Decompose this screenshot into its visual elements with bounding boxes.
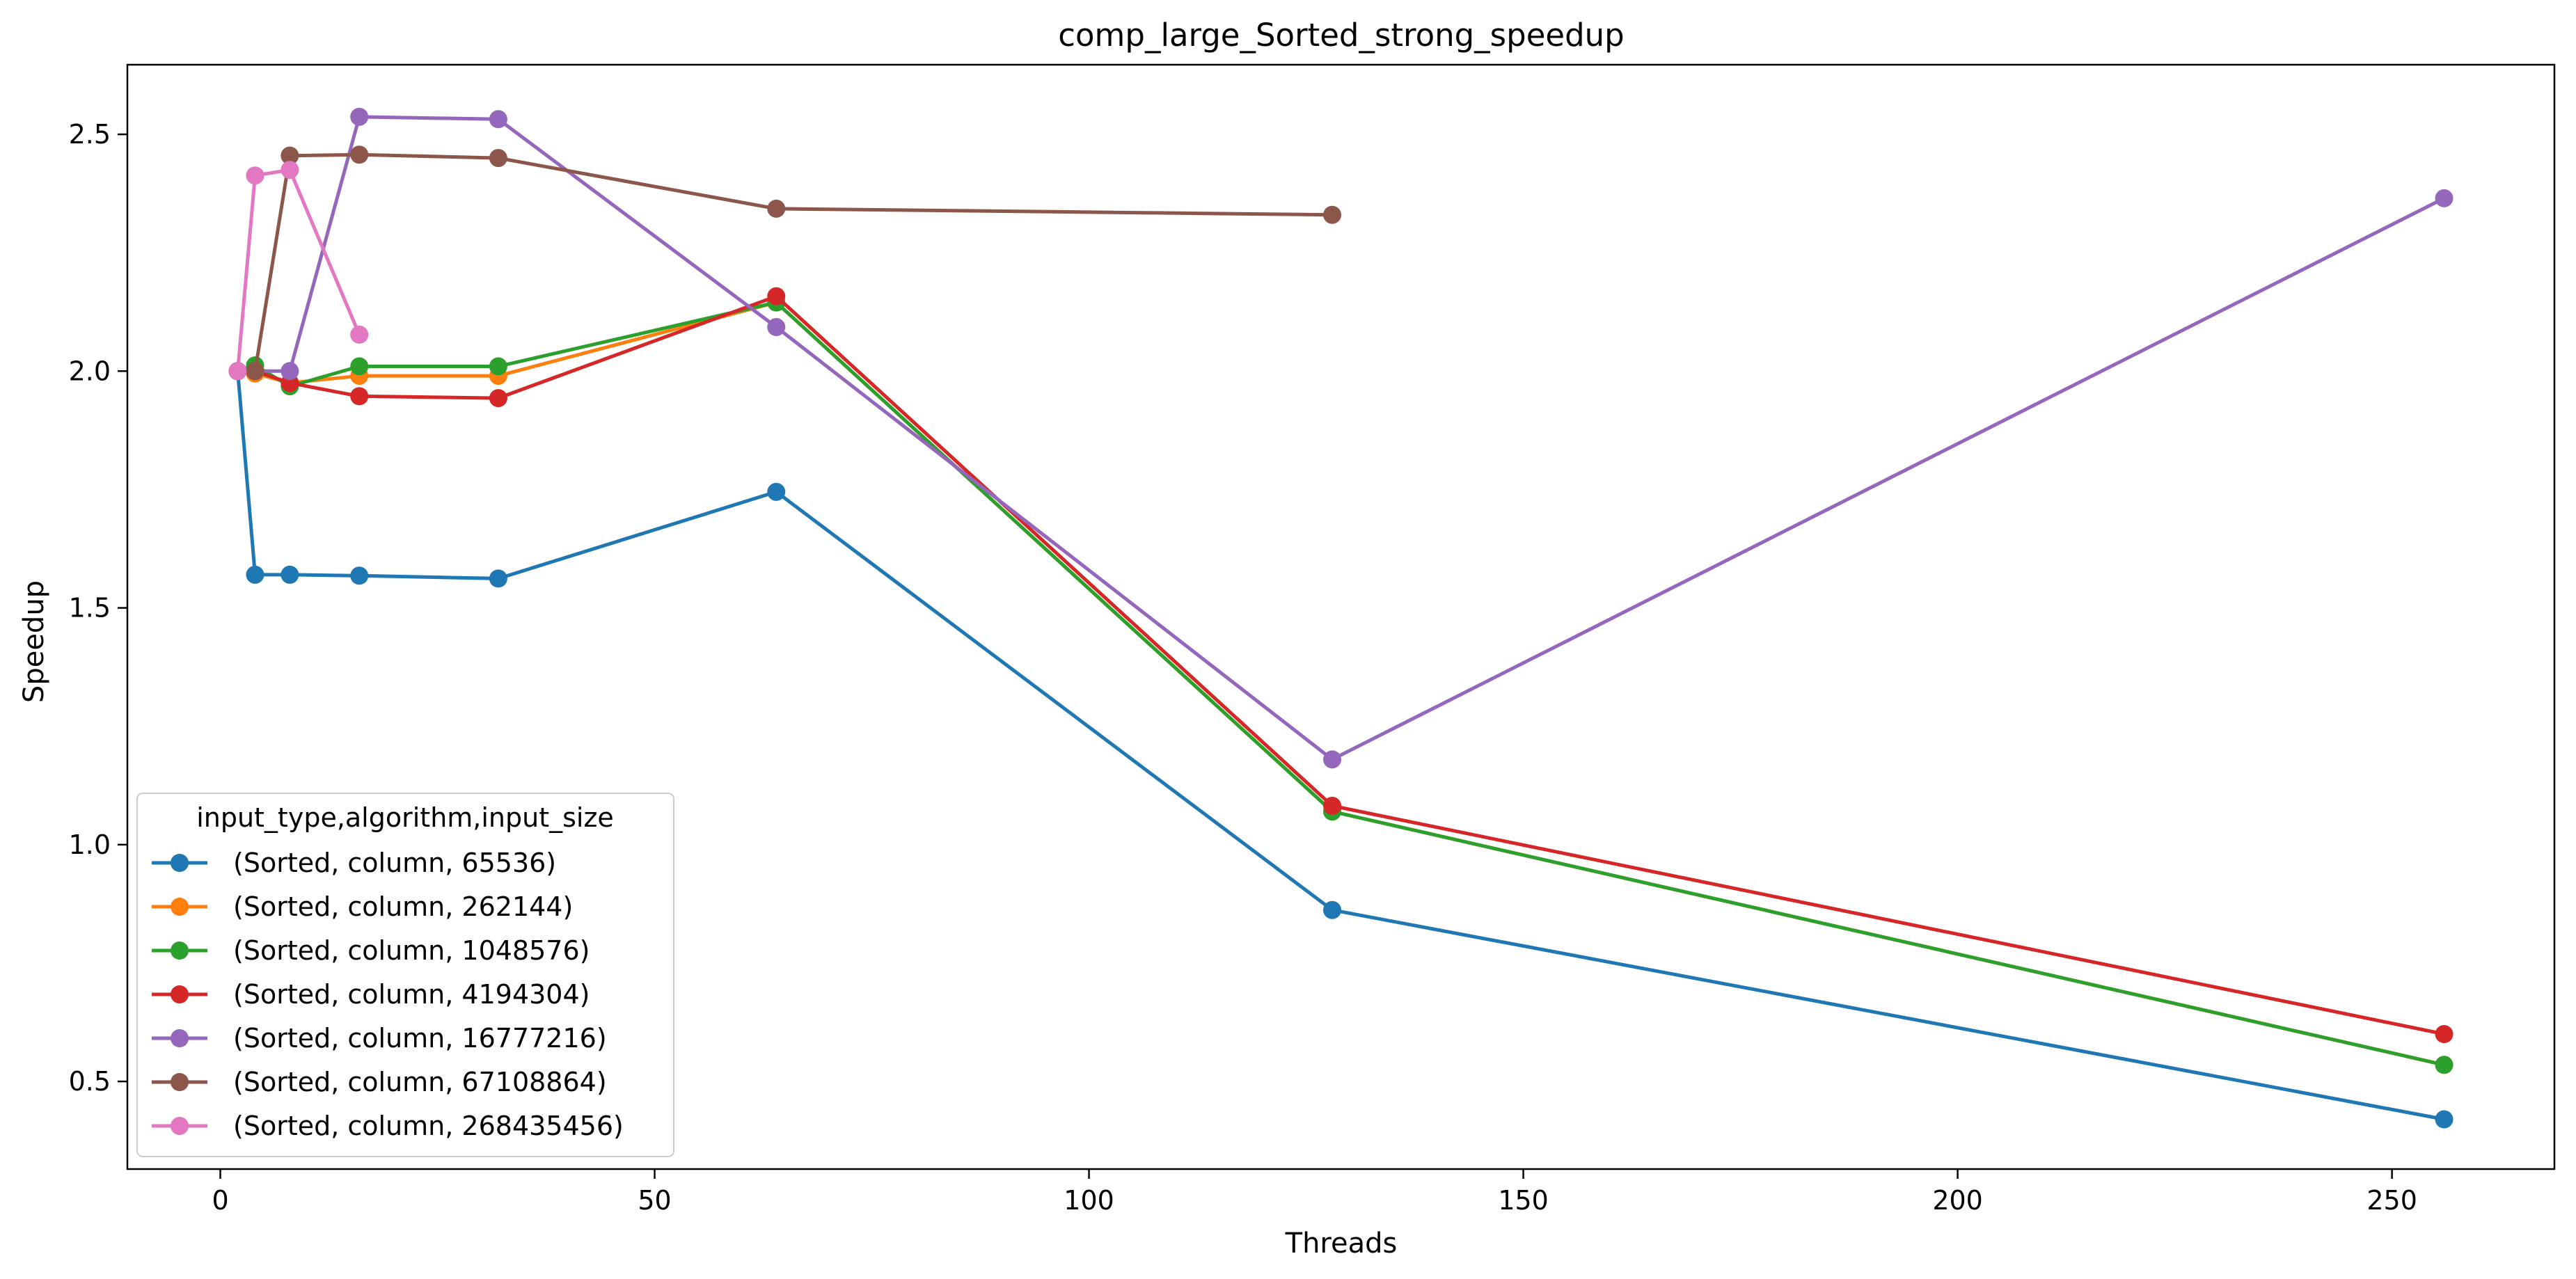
data-point [350, 566, 369, 585]
plot-frame [126, 63, 2556, 1170]
legend-item: (Sorted, column, 1048576) [152, 935, 590, 966]
axis-ticks: 0 50 100 150 200 250 0.5 1.0 1.5 2.0 2.5 [69, 119, 2417, 1216]
data-point [767, 482, 786, 501]
legend-title: input_type,algorithm,input_size [196, 802, 614, 833]
legend-swatch-marker [171, 1029, 189, 1047]
legend-swatch-marker [171, 985, 189, 1003]
legend-label: (Sorted, column, 1048576) [233, 935, 590, 966]
data-point [350, 145, 369, 164]
legend-label: (Sorted, column, 65536) [233, 848, 556, 878]
x-tick-label: 0 [212, 1185, 228, 1216]
y-tick-label: 1.0 [69, 829, 111, 860]
legend-swatch-marker [171, 1117, 189, 1135]
legend-item: (Sorted, column, 16777216) [152, 1023, 607, 1054]
legend-swatch-marker [171, 854, 189, 872]
legend-swatch-marker [171, 898, 189, 916]
data-point [489, 357, 507, 376]
legend-label: (Sorted, column, 16777216) [233, 1023, 607, 1054]
data-point [489, 110, 507, 129]
data-point [1323, 797, 1342, 816]
chart-title: comp_large_Sorted_strong_speedup [1058, 17, 1624, 54]
legend: input_type,algorithm,input_size (Sorted,… [136, 793, 674, 1157]
data-point [350, 107, 369, 126]
series-line [236, 152, 1334, 373]
data-point [489, 389, 507, 408]
legend-label: (Sorted, column, 262144) [233, 891, 573, 922]
data-point [489, 149, 507, 168]
legend-item: (Sorted, column, 67108864) [152, 1067, 607, 1097]
legend-item: (Sorted, column, 4194304) [152, 979, 590, 1010]
y-tick-label: 2.0 [69, 356, 111, 386]
series-line [236, 168, 361, 373]
data-point [1323, 205, 1342, 224]
data-point [350, 387, 369, 406]
data-point [280, 146, 299, 165]
data-point [228, 362, 247, 381]
x-tick-label: 50 [638, 1185, 671, 1216]
x-axis-label: Threads [1285, 1228, 1398, 1260]
data-point [2435, 1110, 2453, 1129]
x-tick-label: 100 [1064, 1185, 1114, 1216]
data-point [280, 362, 299, 381]
y-axis-label: Speedup [18, 580, 50, 703]
legend-label: (Sorted, column, 67108864) [233, 1067, 607, 1097]
data-point [489, 569, 507, 588]
data-point [2435, 189, 2453, 207]
y-tick-label: 2.5 [69, 119, 111, 150]
data-point [767, 199, 786, 218]
data-point [767, 318, 786, 337]
x-tick-label: 150 [1498, 1185, 1549, 1216]
data-point [350, 357, 369, 376]
legend-items: (Sorted, column, 65536) (Sorted, column, … [152, 848, 624, 1141]
legend-swatch-marker [171, 1073, 189, 1091]
legend-swatch-marker [171, 942, 189, 960]
legend-label: (Sorted, column, 268435456) [233, 1111, 624, 1141]
data-point [1323, 750, 1342, 769]
legend-item: (Sorted, column, 262144) [152, 891, 573, 922]
data-point [280, 161, 299, 180]
data-point [246, 362, 264, 381]
data-point [280, 565, 299, 584]
series-6 [228, 145, 1342, 381]
legend-box [136, 793, 674, 1157]
data-point [1323, 900, 1342, 919]
y-tick-label: 1.5 [69, 593, 111, 623]
data-point [767, 287, 786, 305]
data-point [2435, 1056, 2453, 1074]
data-point [246, 166, 264, 185]
series-5 [228, 107, 2453, 769]
data-point [2435, 1025, 2453, 1044]
plot-series [228, 107, 2453, 1129]
x-tick-label: 200 [1932, 1185, 1983, 1216]
x-tick-label: 250 [2366, 1185, 2417, 1216]
y-tick-label: 0.5 [69, 1066, 111, 1097]
data-point [246, 565, 264, 584]
legend-label: (Sorted, column, 4194304) [233, 979, 590, 1010]
legend-item: (Sorted, column, 65536) [152, 848, 556, 878]
series-7 [228, 161, 369, 381]
data-point [350, 325, 369, 344]
legend-item: (Sorted, column, 268435456) [152, 1111, 624, 1141]
